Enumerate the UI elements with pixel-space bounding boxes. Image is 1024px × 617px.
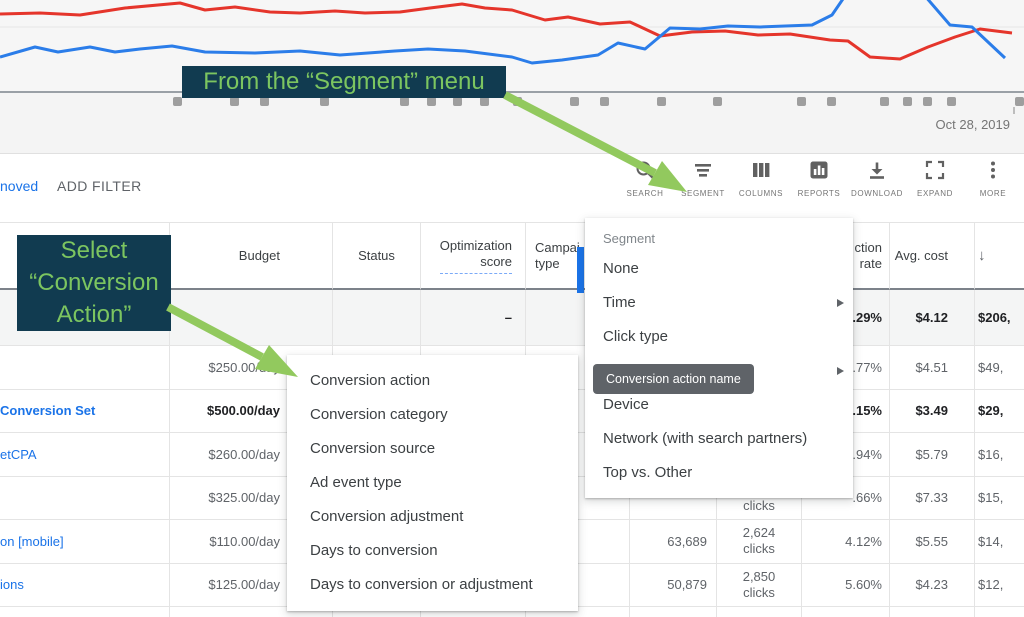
campaign-name-link[interactable]: [0, 476, 170, 520]
submenu-item-conversion-adjustment[interactable]: Conversion adjustment: [310, 508, 464, 525]
timeline-dot: [453, 97, 462, 106]
conversion-action-name-tooltip: Conversion action name: [593, 364, 754, 394]
timeline-dot: [570, 97, 579, 106]
download-label: DOWNLOAD: [851, 189, 903, 198]
search-icon: [634, 159, 656, 186]
submenu-item-conversion-source[interactable]: Conversion source: [310, 440, 436, 457]
table-row: ions $125.00/day 50,879 2,850 clicks 5.6…: [0, 563, 1024, 607]
submenu-item-conversion-action[interactable]: Conversion action: [310, 372, 431, 389]
expand-label: EXPAND: [917, 189, 953, 198]
columns-icon: [750, 159, 772, 186]
table-row: [0, 607, 1024, 617]
timeline-dot: [880, 97, 889, 106]
add-filter-button[interactable]: ADD FILTER: [57, 178, 142, 194]
segment-menu-item-time[interactable]: Time: [585, 286, 853, 320]
timeline-date-label: Oct 28, 2019: [935, 117, 1010, 132]
timeline-dot: [903, 97, 912, 106]
columns-label: COLUMNS: [738, 189, 784, 198]
timeline-dot: [427, 97, 436, 106]
timeline-dot: [230, 97, 239, 106]
search-button[interactable]: SEARCH: [616, 159, 674, 198]
timeline-dot: [260, 97, 269, 106]
download-button[interactable]: DOWNLOAD: [848, 159, 906, 198]
submenu-item-conversion-category[interactable]: Conversion category: [310, 406, 448, 423]
performance-chart: [0, 0, 1024, 93]
timeline-dot: [400, 97, 409, 106]
segment-menu-item-network[interactable]: Network (with search partners): [603, 430, 808, 447]
columns-button[interactable]: COLUMNS: [732, 159, 790, 198]
timeline-tick: [1013, 107, 1015, 114]
submenu-arrow-icon: [837, 299, 844, 307]
more-label: MORE: [979, 189, 1007, 198]
table-row: on [mobile] $110.00/day 63,689 2,624 cli…: [0, 520, 1024, 564]
conversion-submenu: Conversion action Conversion category Co…: [287, 355, 578, 611]
expand-button[interactable]: EXPAND: [906, 159, 964, 198]
campaign-name-link[interactable]: on [mobile]: [0, 520, 170, 564]
segment-menu-item-click-type[interactable]: Click type: [603, 328, 669, 345]
segment-menu-item-conversions[interactable]: [585, 354, 853, 388]
timeline-dot: [657, 97, 666, 106]
table-scrollbar-thumb[interactable]: [577, 247, 584, 293]
col-header-optimization-score[interactable]: Optimization score: [421, 222, 526, 290]
segment-menu-item-top-vs-other[interactable]: Top vs. Other: [603, 464, 693, 481]
chart-line-red: [0, 1, 1013, 61]
reports-label: REPORTS: [797, 189, 841, 198]
chart-line-blue: [0, 0, 1007, 65]
segment-menu-item-none[interactable]: None: [603, 260, 639, 277]
segment-icon: [692, 159, 714, 186]
col-header-budget[interactable]: Budget: [170, 222, 333, 290]
annotation-segment-menu: From the “Segment” menu: [182, 66, 506, 98]
segment-menu: Segment None Time Click type Device Netw…: [585, 218, 853, 498]
campaign-name-link[interactable]: Conversion Set: [0, 389, 170, 433]
submenu-item-days-to-conversion[interactable]: Days to conversion: [310, 542, 438, 559]
timeline-dot: [713, 97, 722, 106]
submenu-item-days-to-conversion-or-adjustment[interactable]: Days to conversion or adjustment: [310, 576, 533, 593]
search-label: SEARCH: [626, 189, 664, 198]
submenu-item-ad-event-type[interactable]: Ad event type: [310, 474, 402, 491]
campaign-status-filter-link[interactable]: noved: [0, 178, 39, 194]
campaign-name-link[interactable]: ions: [0, 563, 170, 607]
table-toolbar: SEARCH SEGMENT COLUMNS REPORTS DOWNLOAD …: [616, 159, 1022, 198]
timeline-dot: [173, 97, 182, 106]
timeline-dot: [1015, 97, 1024, 106]
timeline-dot: [513, 97, 522, 106]
timeline-dot: [827, 97, 836, 106]
col-header-avg-cost[interactable]: Avg. cost: [890, 222, 975, 290]
reports-button[interactable]: REPORTS: [790, 159, 848, 198]
timeline-dot: [320, 97, 329, 106]
timeline-dot: [600, 97, 609, 106]
more-icon: [982, 159, 1004, 186]
more-button[interactable]: MORE: [964, 159, 1022, 198]
campaign-name-link[interactable]: etCPA: [0, 433, 170, 477]
chart-lines: [0, 0, 1024, 65]
download-icon: [866, 159, 888, 186]
segment-menu-item-device[interactable]: Device: [603, 396, 649, 413]
sort-descending-icon: ↓: [978, 247, 986, 264]
timeline-dot: [923, 97, 932, 106]
summary-opt-score: –: [421, 290, 526, 346]
segment-label: SEGMENT: [681, 189, 725, 198]
timeline-dot: [797, 97, 806, 106]
timeline-dot: [480, 97, 489, 106]
timeline-dot: [947, 97, 956, 106]
timeline-slider[interactable]: Oct 28, 2019: [0, 93, 1024, 154]
col-header-status[interactable]: Status: [333, 222, 421, 290]
annotation-select-conversion-action: Select “Conversion Action”: [17, 235, 171, 331]
segment-menu-title: Segment: [603, 231, 656, 246]
col-header-cost-sorted[interactable]: ↓: [975, 222, 1024, 290]
reports-icon: [808, 159, 830, 186]
segment-button[interactable]: SEGMENT: [674, 159, 732, 198]
submenu-arrow-icon: [837, 367, 844, 375]
expand-icon: [924, 159, 946, 186]
campaign-name-link[interactable]: [0, 346, 170, 390]
